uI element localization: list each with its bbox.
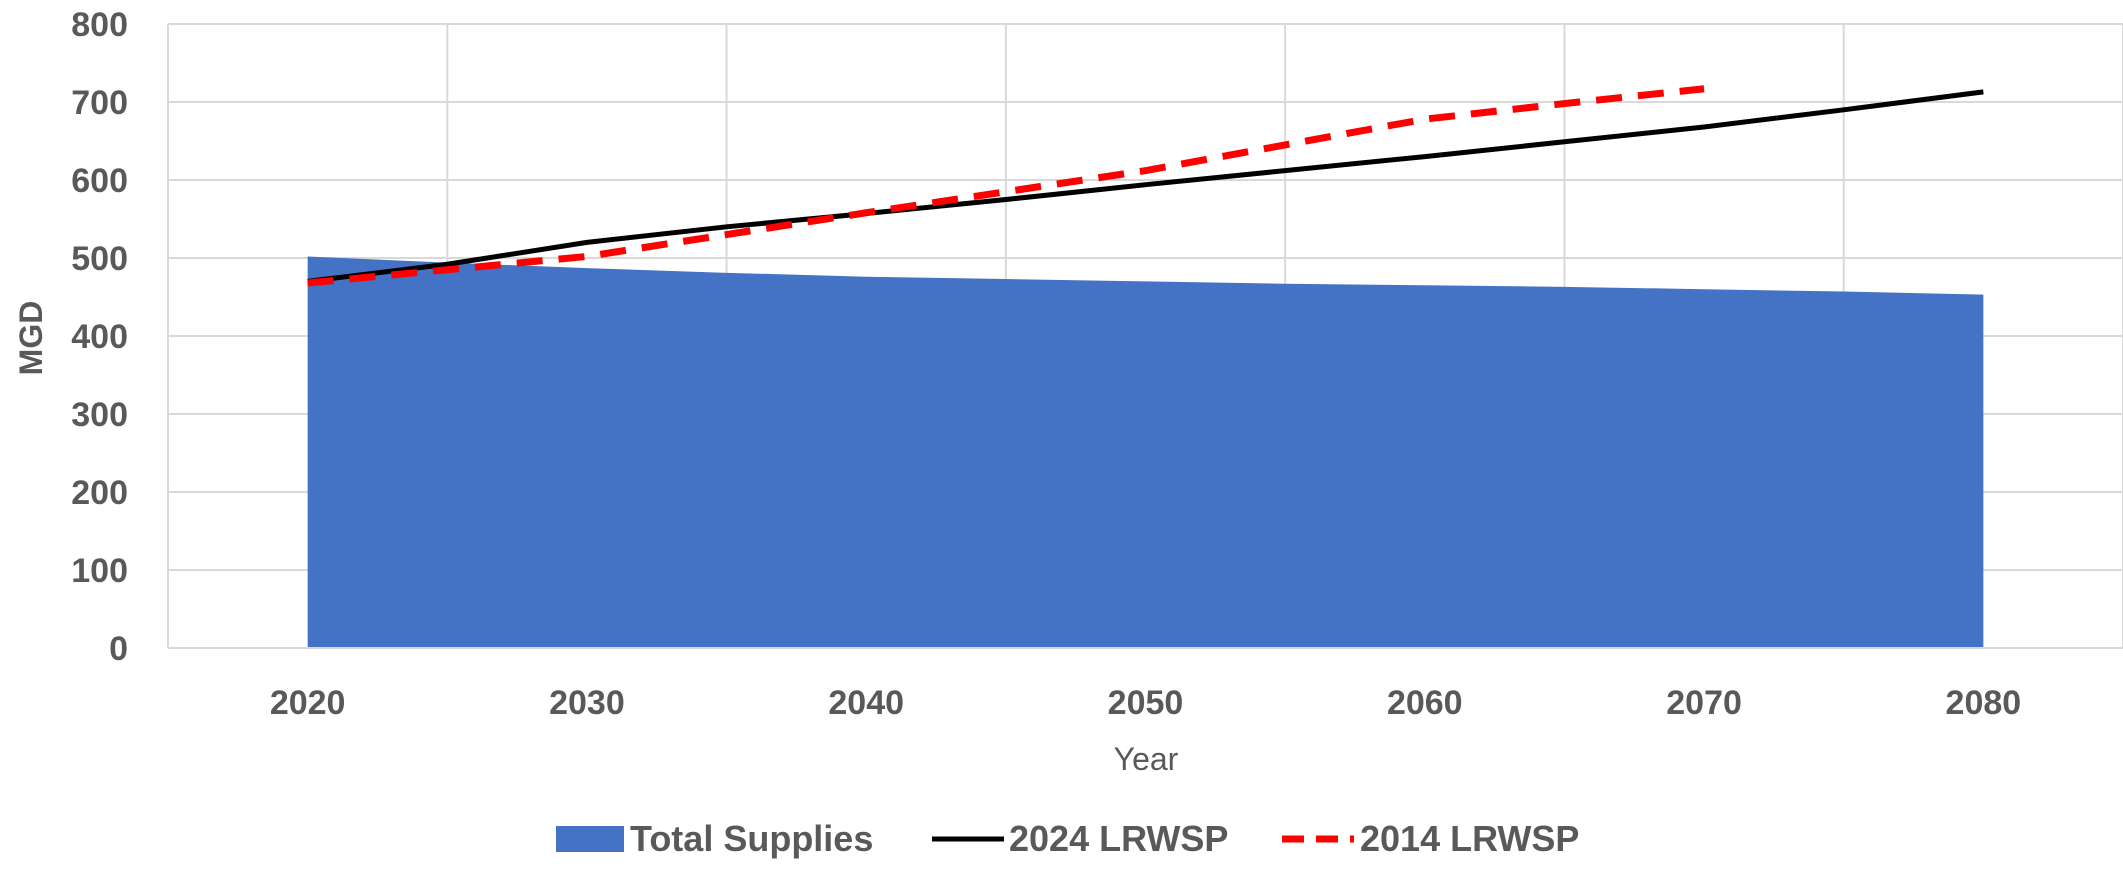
series-line-2024-lrwsp <box>307 89 1984 284</box>
x-tick-label: 2050 <box>1108 684 1184 722</box>
y-tick-label: 100 <box>71 552 128 590</box>
line-series-layer <box>307 85 1984 287</box>
x-tick-label: 2030 <box>549 684 625 722</box>
y-tick-label: 300 <box>71 396 128 434</box>
y-axis-title: MGD <box>13 301 49 376</box>
x-tick-label: 2080 <box>1946 684 2022 722</box>
axis-labels: Year MGD <box>13 301 1179 777</box>
x-axis-title: Year <box>1114 741 1179 777</box>
y-tick-label: 0 <box>109 630 128 668</box>
x-tick-label: 2020 <box>270 684 346 722</box>
y-tick-label: 200 <box>71 474 128 512</box>
axes: 0 100 200 300 400 500 600 700 800 2020 2030 2040 205… <box>71 6 2123 722</box>
y-tick-label: 800 <box>71 6 128 44</box>
legend-label-total-supplies: Total Supplies <box>630 818 873 859</box>
legend-label-2014-lrwsp: 2014 LRWSP <box>1360 818 1579 859</box>
series-line-2014-lrwsp <box>307 85 1705 287</box>
x-tick-label: 2060 <box>1387 684 1463 722</box>
x-tick-label: 2040 <box>828 684 904 722</box>
legend-label-2024-lrwsp: 2024 LRWSP <box>1009 818 1228 859</box>
y-tick-label: 400 <box>71 318 128 356</box>
area-series-layer <box>307 256 1984 648</box>
y-tick-label: 700 <box>71 84 128 122</box>
legend-swatch-total-supplies <box>556 826 624 852</box>
series-area-total-supplies <box>307 256 1984 648</box>
legend: Total Supplies 2024 LRWSP 2014 LRWSP <box>556 818 1579 859</box>
x-tick-label: 2070 <box>1666 684 1742 722</box>
y-tick-label: 600 <box>71 162 128 200</box>
y-tick-label: 500 <box>71 240 128 278</box>
